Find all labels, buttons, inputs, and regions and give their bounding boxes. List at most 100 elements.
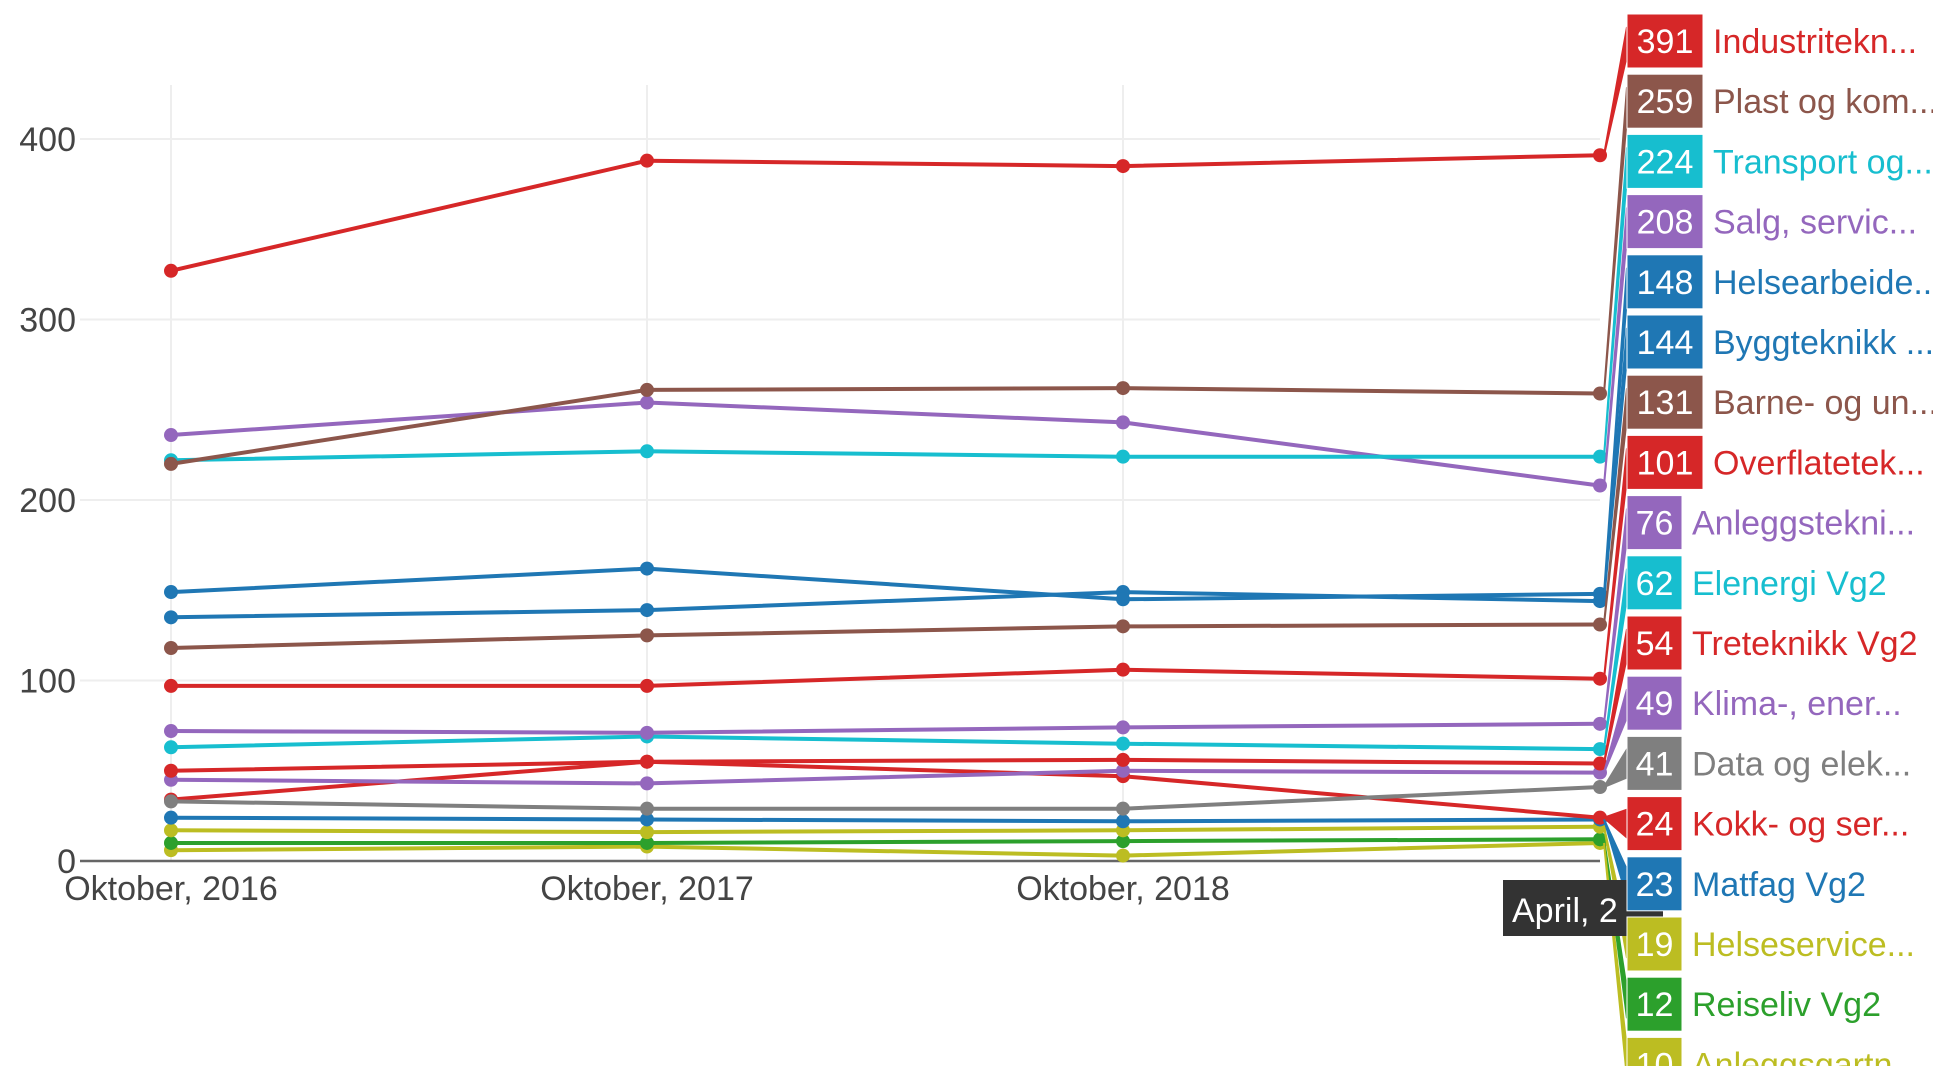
- data-point: [1116, 381, 1130, 396]
- data-point: [640, 395, 654, 410]
- series-line: [170, 153, 1601, 273]
- hover-label-row: 224 Transport og...: [1626, 133, 1933, 189]
- value-label: 23: [1636, 866, 1674, 904]
- series-line: [170, 815, 1601, 824]
- data-point: [164, 678, 178, 693]
- series-name-label: Barne- og un...: [1713, 384, 1933, 422]
- value-label: 49: [1636, 685, 1674, 723]
- hover-label-row: 76 Anleggstekni...: [1626, 495, 1915, 551]
- hover-label-row: 131 Barne- og un...: [1626, 374, 1933, 430]
- data-point: [640, 628, 654, 643]
- data-point: [164, 794, 178, 809]
- value-label: 62: [1636, 565, 1674, 603]
- hover-label-row: 54 Treteknikk Vg2: [1626, 615, 1918, 671]
- y-tick-label: 300: [19, 302, 76, 340]
- data-point: [640, 603, 654, 618]
- series-name-label: Matfag Vg2: [1692, 866, 1866, 904]
- y-tick-label: 0: [57, 843, 76, 881]
- hover-label-row: 19 Helseservice...: [1626, 916, 1915, 972]
- series-name-label: Kokk- og ser...: [1692, 806, 1909, 844]
- hover-label-row: 12 Reiseliv Vg2: [1626, 976, 1881, 1032]
- x-tick-label: Oktober, 2018: [1016, 870, 1230, 908]
- series-line: [170, 622, 1601, 650]
- data-point: [164, 585, 178, 600]
- data-point: [164, 810, 178, 825]
- data-point: [640, 776, 654, 791]
- data-point: [164, 724, 178, 739]
- value-box: [1626, 1036, 1683, 1066]
- series-name-label: Data og elek...: [1692, 745, 1911, 783]
- series-name-label: Byggteknikk ...: [1713, 324, 1933, 362]
- series-line: [171, 837, 1601, 845]
- data-point: [640, 812, 654, 827]
- hover-label-row: 23 Matfag Vg2: [1626, 856, 1866, 912]
- series-line: [170, 386, 1601, 466]
- value-box: [1626, 254, 1704, 310]
- series-line: [170, 721, 1601, 735]
- value-box: [1626, 13, 1704, 69]
- hover-label-row: 49 Klima-, ener...: [1626, 675, 1902, 731]
- series-line: [170, 785, 1601, 811]
- data-point: [640, 153, 654, 168]
- data-point: [164, 263, 178, 278]
- series-name-label: Industritekn...: [1713, 23, 1917, 61]
- value-label: 19: [1636, 926, 1674, 964]
- value-box: [1626, 555, 1683, 611]
- data-point: [164, 641, 178, 656]
- value-box: [1626, 374, 1704, 430]
- value-box: [1626, 194, 1704, 250]
- hover-label-row: 101 Overflatetek...: [1626, 434, 1925, 490]
- hover-label-row: 148 Helsearbeide...: [1626, 254, 1933, 310]
- series-name-label: Helseservice...: [1692, 926, 1915, 964]
- value-box: [1626, 434, 1704, 490]
- data-point: [1116, 763, 1130, 778]
- value-label: 208: [1637, 204, 1694, 242]
- series-name-label: Transport og...: [1713, 143, 1933, 181]
- data-point: [640, 835, 654, 850]
- data-point: [1116, 662, 1130, 677]
- data-point: [640, 444, 654, 459]
- series-name-label: Plast og kom...: [1713, 83, 1933, 121]
- series-line: [170, 768, 1601, 786]
- hover-label-row: 144 Byggteknikk ...: [1626, 314, 1933, 370]
- series-line: [170, 400, 1601, 488]
- series-name-label: Salg, servic...: [1713, 204, 1917, 242]
- value-box: [1626, 856, 1683, 912]
- data-point: [640, 825, 654, 840]
- data-point: [1116, 720, 1130, 735]
- value-box: [1626, 314, 1704, 370]
- data-point: [1116, 814, 1130, 829]
- data-point: [1116, 848, 1130, 863]
- series-layer: [164, 148, 1607, 863]
- series-name-label: Elenergi Vg2: [1692, 565, 1887, 603]
- value-label: 24: [1636, 806, 1674, 844]
- series-line: [170, 757, 1601, 773]
- value-box: [1626, 735, 1683, 791]
- value-label: 259: [1637, 83, 1694, 121]
- x-tick-label: Oktober, 2016: [64, 870, 278, 908]
- y-tick-label: 100: [19, 663, 76, 701]
- value-box: [1626, 916, 1683, 972]
- data-point: [1116, 752, 1130, 767]
- data-point: [1116, 834, 1130, 849]
- hover-label-list: 391 Industritekn... 259 Plast og kom... 224 T…: [1626, 13, 1933, 1066]
- value-box: [1626, 495, 1683, 551]
- data-point: [1116, 159, 1130, 174]
- hover-label-row: 41 Data og elek...: [1626, 735, 1911, 791]
- data-point: [164, 740, 178, 755]
- axis-layer: 0 100 200 300 400 Oktober, 2016 Oktober, 2017 O…: [19, 121, 1600, 908]
- y-tick-label: 400: [19, 121, 76, 159]
- value-label: 12: [1636, 986, 1674, 1024]
- data-point: [164, 610, 178, 625]
- label-connector: [1601, 745, 1628, 790]
- data-point: [1593, 756, 1607, 771]
- series-name-label: Anleggsgartn...: [1692, 1046, 1921, 1066]
- hover-label-row: 259 Plast og kom...: [1626, 73, 1933, 129]
- data-point: [640, 561, 654, 576]
- hover-label-row: 208 Salg, servic...: [1626, 194, 1917, 250]
- data-point: [1593, 779, 1607, 794]
- value-box: [1626, 796, 1683, 852]
- y-tick-label: 200: [19, 482, 76, 520]
- data-point: [640, 678, 654, 693]
